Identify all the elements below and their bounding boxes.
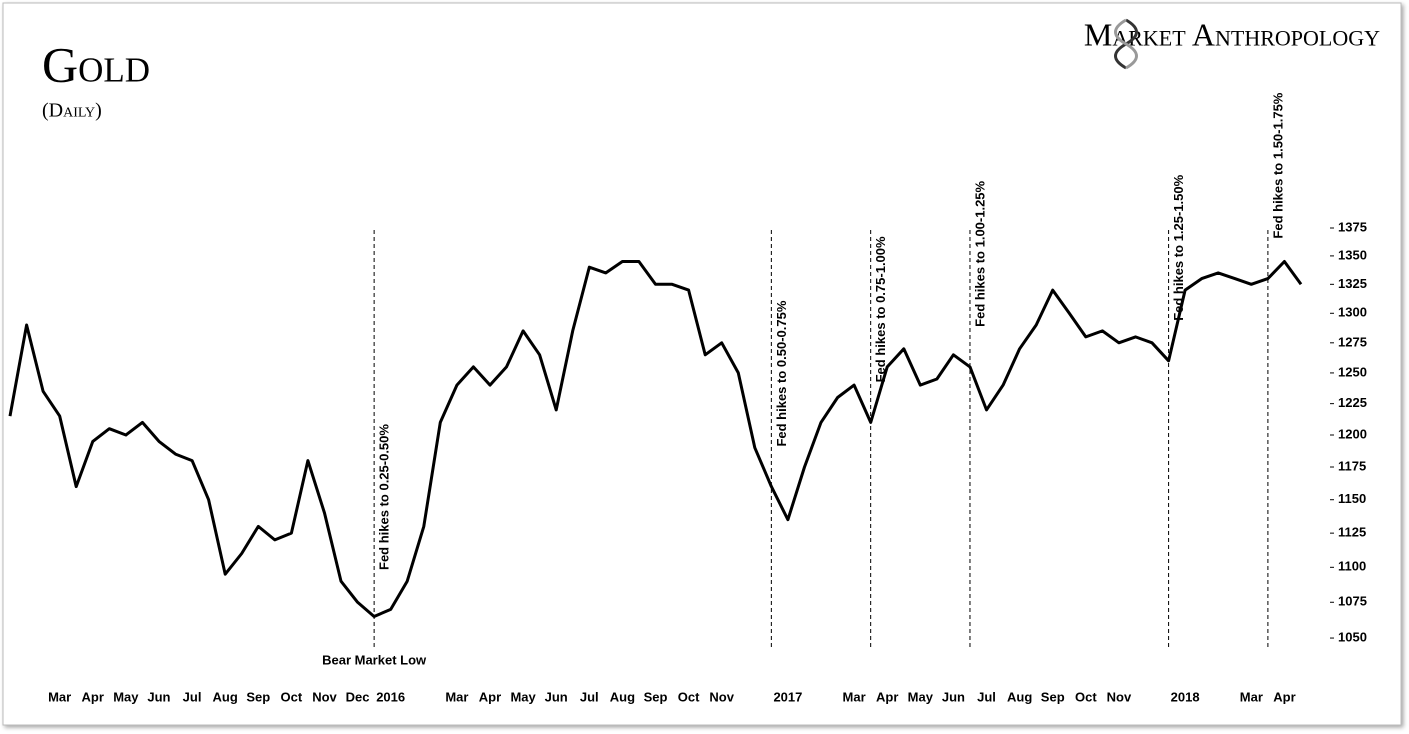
x-tick-label: Oct xyxy=(678,689,700,704)
x-tick-label: Apr xyxy=(1273,689,1295,704)
x-tick-label: Sep xyxy=(1041,689,1065,704)
x-tick-label: Jun xyxy=(942,689,965,704)
dna-icon xyxy=(1114,18,1138,70)
y-tick-label: 1375 xyxy=(1338,219,1367,234)
price-line xyxy=(8,260,1303,618)
x-tick-label: Nov xyxy=(1107,689,1132,704)
y-tick-label: 1050 xyxy=(1338,629,1367,644)
x-tick-label: Aug xyxy=(213,689,238,704)
x-tick-label: Mar xyxy=(843,689,866,704)
x-tick-label: Jul xyxy=(977,689,996,704)
brand: Market Anthropology xyxy=(1084,16,1380,52)
x-tick-label: May xyxy=(113,689,139,704)
annotation: Fed hikes to 0.25-0.50% xyxy=(377,424,392,570)
y-tick-label: 1350 xyxy=(1338,247,1367,262)
x-tick-label: Jun xyxy=(147,689,170,704)
y-tick-label: 1275 xyxy=(1338,334,1367,349)
x-tick-label: Mar xyxy=(48,689,71,704)
y-tick-label: 1325 xyxy=(1338,276,1367,291)
chart-subtitle: (Daily) xyxy=(42,100,102,122)
y-tick-label: 1225 xyxy=(1338,395,1367,410)
annotation: Fed hikes to 1.50-1.75% xyxy=(1270,92,1285,238)
annotation: Fed hikes to 0.50-0.75% xyxy=(774,300,789,446)
x-tick-label: Apr xyxy=(82,689,104,704)
x-tick-label: Nov xyxy=(709,689,734,704)
annotation: Bear Market Low xyxy=(322,652,427,667)
y-tick-label: 1075 xyxy=(1338,594,1367,609)
x-tick-label: Mar xyxy=(445,689,468,704)
x-tick-label: Jun xyxy=(545,689,568,704)
x-tick-label: 2016 xyxy=(376,689,405,704)
x-tick-label: Oct xyxy=(1075,689,1097,704)
x-tick-label: May xyxy=(510,689,536,704)
y-tick-label: 1175 xyxy=(1338,458,1366,473)
x-tick-label: Apr xyxy=(876,689,898,704)
x-tick-label: Dec xyxy=(346,689,370,704)
x-tick-label: Sep xyxy=(644,689,668,704)
y-tick-label: 1150 xyxy=(1338,491,1366,506)
y-tick-label: 1250 xyxy=(1338,364,1367,379)
x-tick-label: 2018 xyxy=(1171,689,1200,704)
x-tick-label: Nov xyxy=(312,689,337,704)
x-tick-label: Aug xyxy=(610,689,635,704)
chart-title: Gold xyxy=(42,36,150,92)
y-tick-label: 1300 xyxy=(1338,305,1367,320)
x-tick-label: Oct xyxy=(281,689,303,704)
x-tick-label: 2017 xyxy=(773,689,802,704)
annotation: Fed hikes to 1.25-1.50% xyxy=(1171,174,1186,320)
x-tick-label: Sep xyxy=(246,689,270,704)
x-tick-label: Jul xyxy=(580,689,599,704)
x-tick-label: Jul xyxy=(183,689,202,704)
annotation: Fed hikes to 1.00-1.25% xyxy=(972,180,987,326)
x-tick-label: May xyxy=(908,689,934,704)
x-tick-label: Mar xyxy=(1240,689,1263,704)
x-tick-label: Apr xyxy=(479,689,501,704)
y-tick-label: 1125 xyxy=(1338,525,1366,540)
x-tick-label: Aug xyxy=(1007,689,1032,704)
y-tick-label: 1100 xyxy=(1338,559,1366,574)
annotation: Fed hikes to 0.75-1.00% xyxy=(873,236,888,382)
y-tick-label: 1200 xyxy=(1338,426,1367,441)
